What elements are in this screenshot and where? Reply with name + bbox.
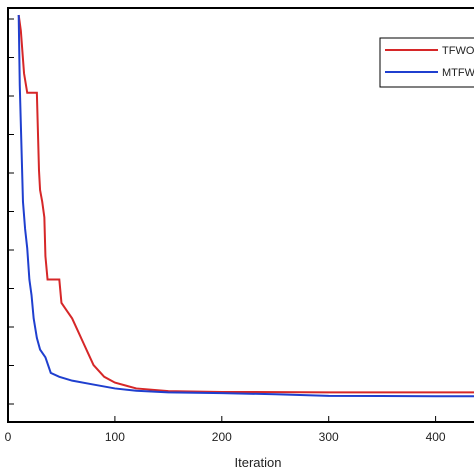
x-tick-label: 400	[426, 430, 446, 444]
x-tick-label: 300	[319, 430, 339, 444]
legend-label-mtfwo: MTFWO	[442, 67, 474, 79]
y-ticks	[8, 18, 14, 405]
legend-items: TFWO MTFWO	[385, 45, 474, 79]
x-ticks: 0 100 200 300 400	[5, 416, 446, 444]
series-line-mtfwo	[17, 14, 474, 398]
x-tick-label: 200	[212, 430, 232, 444]
x-tick-label: 0	[5, 430, 12, 444]
x-axis-title: Iteration	[235, 455, 282, 470]
plot-frame	[7, 7, 474, 423]
legend-box	[379, 37, 474, 88]
series-layer	[17, 14, 474, 398]
series-line-tfwo	[17, 14, 474, 394]
x-tick-label: 100	[105, 430, 125, 444]
legend-label-tfwo: TFWO	[442, 45, 474, 57]
legend: TFWO MTFWO	[379, 37, 474, 88]
